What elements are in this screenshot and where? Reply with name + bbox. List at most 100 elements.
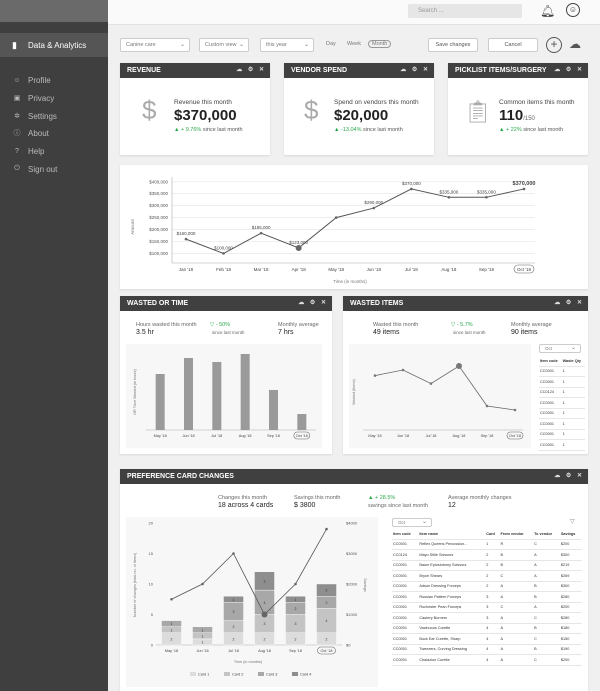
legend-swatch <box>224 672 230 676</box>
table-row[interactable]: CC0001 Vacinuous Curette 4 A B $180 <box>392 623 582 634</box>
table-cell: $280 <box>559 612 582 624</box>
table-row[interactable]: CC0001 Russian Pattern Forceps 3 A B $280 <box>392 591 582 603</box>
card-actions-icon[interactable]: ☁ ⚙ ✕ <box>400 67 430 73</box>
segment-label: 3 <box>264 622 266 626</box>
table-row[interactable]: CC0001 Tweezers, Curving Dressing 4 A B $190 <box>392 644 582 655</box>
sidebar-item-settings[interactable]: ✲ Settings <box>0 109 108 123</box>
table-row[interactable]: CC0001 Rochester Pean Forceps 3 C A $200 <box>392 602 582 613</box>
wasted-items-line-chart: Wasted (Items) May '18 Jun '18 Jul '18 Aug '… <box>349 344 531 448</box>
wasted-items-month-dropdown[interactable]: Oct ⌄ <box>539 344 581 353</box>
table-row[interactable]: CC0124 Mayo Stille Scissors 2 B A $300 <box>392 549 582 561</box>
data-point <box>410 187 413 191</box>
bar-chart-icon: ▮ <box>12 39 17 50</box>
data-point <box>485 196 488 199</box>
legend-label: Card 2 <box>232 673 243 677</box>
segment-label: 3 <box>264 579 266 583</box>
period-day[interactable]: Day <box>326 41 336 47</box>
sidebar-item-profile[interactable]: ☺ Profile <box>0 73 108 87</box>
stat-label: Savings this month <box>294 495 341 501</box>
table-row[interactable]: CC0001 Adson Dressing Forceps 2 A B $300 <box>392 581 582 592</box>
sidebar-item-label: Privacy <box>28 93 55 103</box>
table-cell: CC0001 <box>392 581 419 592</box>
table-row[interactable]: CC0001 Chalazion Curette 4 A C $200 <box>392 654 582 666</box>
table-row[interactable]: CC0001 Buck Ear Curette, Sharp 4 A C $150 <box>392 633 582 645</box>
chevron-down-icon: ⌄ <box>570 345 576 351</box>
stacked-bar-segment <box>254 571 275 591</box>
table-row[interactable]: CC0001 1 <box>539 366 585 377</box>
user-avatar-icon[interactable]: ☺ <box>566 3 580 17</box>
table-cell: 1 <box>561 366 585 377</box>
column-header[interactable]: Card <box>485 529 500 540</box>
column-header[interactable]: Item code <box>539 356 562 367</box>
card-actions-icon[interactable]: ☁ ⚙ ✕ <box>554 67 584 73</box>
x-tick-label: Apr '18 <box>292 267 307 272</box>
card-actions-icon[interactable]: ☁ ⚙ ✕ <box>236 67 266 73</box>
sidebar-item-help[interactable]: ? Help <box>0 144 108 158</box>
sidebar-item-label: Data & Analytics <box>28 40 87 50</box>
dropdown-view[interactable]: Custom view ⌄ <box>199 38 249 52</box>
card-actions-icon[interactable]: ☁ ⚙ ✕ <box>554 473 584 479</box>
stat-label: Changes this month <box>218 495 267 501</box>
data-label: $185,000 <box>252 225 271 230</box>
table-row[interactable]: CC0001 1 <box>539 408 585 419</box>
table-cell: A <box>533 602 560 613</box>
table-row[interactable]: CC0124 1 <box>539 387 585 398</box>
table-cell: $280 <box>559 591 582 603</box>
x-tick-label: Aug '18 <box>453 434 466 438</box>
stacked-bar-segment <box>161 620 182 627</box>
stat-value: 3.5 hr <box>136 329 154 336</box>
dropdown-practice[interactable]: Canine care ⌄ <box>120 38 190 52</box>
sidebar-item-sign-out[interactable]: ⏻ Sign out <box>0 162 108 176</box>
table-row[interactable]: CC0001 1 <box>539 397 585 409</box>
table-cell: CC0001 <box>539 366 562 377</box>
x-tick-label: Oct '18 <box>509 434 521 438</box>
stat-delta-value: - 5.7% <box>456 322 473 328</box>
table-cell: $190 <box>559 644 582 655</box>
table-row[interactable]: CC0001 1 <box>539 376 585 388</box>
bell-icon[interactable]: 🔔︎ <box>540 4 556 18</box>
segment-label: 4 <box>264 601 266 605</box>
segment-label: 1 <box>202 628 204 632</box>
table-cell: 1 <box>561 418 585 430</box>
period-week[interactable]: Week <box>347 41 361 47</box>
save-changes-button[interactable]: Save changes <box>428 38 478 52</box>
savings-point <box>232 552 235 555</box>
table-cell: Cautery Burners <box>418 612 486 624</box>
column-header[interactable]: Savings <box>559 529 582 540</box>
table-row[interactable]: CC0001 Cautery Burners 3 A C $280 <box>392 612 582 624</box>
cancel-button[interactable]: Cancel <box>488 38 538 52</box>
column-header[interactable]: Item code <box>392 529 419 540</box>
table-row[interactable]: CC0001 1 <box>539 429 585 440</box>
period-month[interactable]: Month <box>368 40 392 48</box>
stat-delta-value: + 28.5% <box>374 495 396 501</box>
card-actions-icon[interactable]: ☁ ⚙ ✕ <box>554 300 584 306</box>
x-tick-label: Jan '18 <box>179 267 194 272</box>
filter-icon[interactable]: ▽ <box>570 519 575 525</box>
selected-month-marker <box>506 431 524 440</box>
table-row[interactable]: CC0001 Reflex Queens Percussion... 1 R C $200 <box>392 539 582 550</box>
column-header[interactable]: Item name <box>418 529 486 540</box>
card-actions-icon[interactable]: ☁ ⚙ ✕ <box>298 300 328 306</box>
preference-month-dropdown[interactable]: Oct ⌄ <box>392 518 432 527</box>
column-header[interactable]: Waste Qty <box>561 356 585 367</box>
power-icon: ⏻ <box>14 165 20 172</box>
table-cell: A <box>499 581 534 592</box>
table-row[interactable]: CC0001 Baum Epiosiotomy Scissors 2 B A $219 <box>392 560 582 571</box>
column-header[interactable]: From vendor <box>499 529 534 540</box>
cloud-upload-icon[interactable]: ☁ <box>569 37 581 51</box>
data-point <box>485 404 489 408</box>
sidebar-item-label: Settings <box>28 111 57 121</box>
sidebar-item-privacy[interactable]: ▣ Privacy <box>0 91 108 105</box>
segment-label: 2 <box>233 637 235 641</box>
column-header[interactable]: To vendor <box>533 529 560 540</box>
sidebar-item-about[interactable]: ⓘ About <box>0 126 108 140</box>
table-row[interactable]: CC0001 Bryce Shears 2 C A $269 <box>392 570 582 582</box>
table-row[interactable]: CC0001 1 <box>539 418 585 430</box>
table-row[interactable]: CC0001 1 <box>539 439 585 451</box>
revenue-card: REVENUE ☁ ⚙ ✕ $ Revenue this month $370,0… <box>120 63 270 155</box>
search-input[interactable]: Search ... <box>408 4 522 18</box>
dropdown-range[interactable]: this year ⌄ <box>260 38 314 52</box>
x-tick-label: Jul '18 <box>211 434 222 438</box>
add-icon[interactable]: + <box>546 37 562 53</box>
sidebar-item-data-analytics[interactable]: ▮ Data & Analytics <box>0 33 108 57</box>
